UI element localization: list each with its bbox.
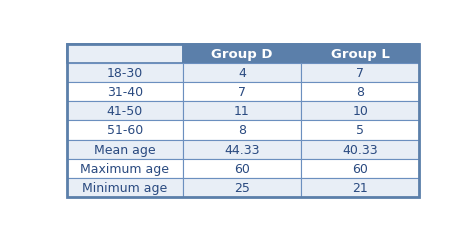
Bar [301,121,419,140]
Bar [301,102,419,121]
Text: 44.33: 44.33 [224,143,260,156]
Bar [183,45,301,64]
Bar [183,83,301,102]
Bar [66,102,183,121]
Bar [183,140,301,159]
Bar [301,64,419,83]
Bar [183,64,301,83]
Text: 5: 5 [356,124,364,137]
Text: Minimum age: Minimum age [82,181,167,194]
Bar [301,45,419,64]
Text: 8: 8 [356,86,364,99]
Bar [66,140,183,159]
Text: Mean age: Mean age [94,143,155,156]
Text: 40.33: 40.33 [342,143,378,156]
Bar [301,83,419,102]
Bar [66,45,419,197]
Bar [66,64,183,83]
Text: 18-30: 18-30 [107,67,143,80]
Text: 60: 60 [352,162,368,175]
Text: 21: 21 [352,181,368,194]
Text: 25: 25 [234,181,250,194]
Text: 31-40: 31-40 [107,86,143,99]
Bar [66,121,183,140]
Bar [183,121,301,140]
Bar [301,159,419,178]
Text: Group L: Group L [331,48,390,61]
Bar [183,102,301,121]
Text: 7: 7 [238,86,246,99]
Text: 41-50: 41-50 [107,105,143,118]
Bar [66,159,183,178]
Text: 60: 60 [234,162,250,175]
Bar [66,83,183,102]
Bar [301,140,419,159]
Text: 51-60: 51-60 [107,124,143,137]
Text: 8: 8 [238,124,246,137]
Bar [66,178,183,197]
Text: 7: 7 [356,67,364,80]
Text: Maximum age: Maximum age [80,162,169,175]
Text: 10: 10 [352,105,368,118]
Text: 11: 11 [234,105,250,118]
Text: Group D: Group D [211,48,273,61]
Bar [183,159,301,178]
Bar [301,178,419,197]
Bar [183,178,301,197]
Text: 4: 4 [238,67,246,80]
Bar [66,45,183,64]
